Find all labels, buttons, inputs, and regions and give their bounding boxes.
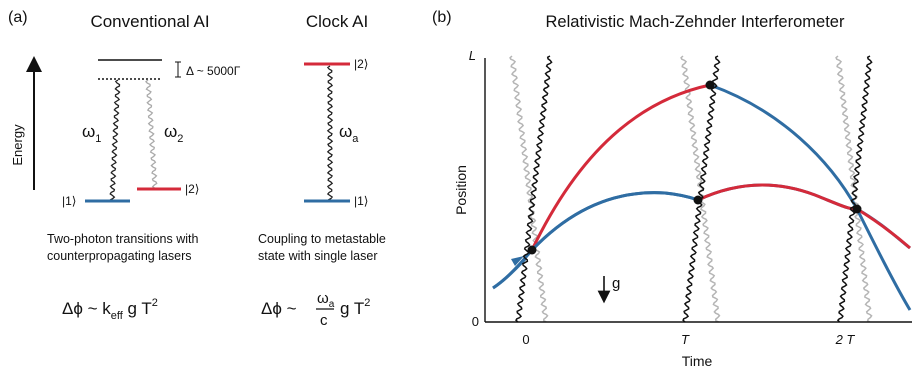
omega-a-label: ωa bbox=[339, 122, 359, 145]
panel-a-label: (a) bbox=[8, 9, 28, 26]
gray-laser-pulse-2 bbox=[680, 55, 721, 323]
conventional-desc-line2: counterpropagating lasers bbox=[47, 249, 192, 263]
clock-frac-numerator: ωa bbox=[317, 290, 335, 310]
conventional-level1-label: |1⟩ bbox=[62, 194, 76, 208]
x-axis-label: Time bbox=[682, 353, 713, 369]
incoming-trajectory bbox=[492, 256, 528, 290]
clock-level1-label: |1⟩ bbox=[354, 194, 368, 208]
clock-frac-denominator: c bbox=[320, 312, 328, 329]
conventional-ai-title: Conventional AI bbox=[90, 12, 209, 31]
clock-level2-label: |2⟩ bbox=[354, 57, 368, 71]
beam-splitter-point-1 bbox=[527, 245, 537, 255]
x-tick-T: T bbox=[681, 332, 690, 347]
panel-b-title: Relativistic Mach-Zehnder Interferometer bbox=[546, 13, 845, 31]
gravity-label: g bbox=[612, 275, 620, 292]
conventional-level2-label: |2⟩ bbox=[185, 182, 199, 196]
omega1-label: ω1 bbox=[82, 122, 101, 145]
detuning-label: Δ ~ 5000Γ bbox=[186, 64, 241, 78]
y-top-label: L bbox=[469, 48, 476, 63]
clock-desc-line2: state with single laser bbox=[258, 249, 378, 263]
conventional-phase-formula: Δϕ ~ keff g T2 bbox=[62, 297, 158, 322]
panel-a: (a) Conventional AI Energy Δ ~ 5000Γ ω1 … bbox=[8, 9, 386, 329]
energy-axis-label: Energy bbox=[10, 124, 25, 166]
clock-desc-line1: Coupling to metastable bbox=[258, 232, 386, 246]
omega2-label: ω2 bbox=[164, 122, 183, 145]
black-laser-pulses bbox=[515, 55, 873, 323]
blue-trajectory-mid bbox=[530, 191, 699, 252]
detuning-bracket bbox=[175, 61, 181, 78]
gray-laser-pulse-1 bbox=[509, 55, 549, 323]
blue-trajectory-return bbox=[709, 83, 912, 311]
red-trajectory-lower bbox=[697, 183, 911, 250]
panel-b: (b) Relativistic Mach-Zehnder Interferom… bbox=[432, 9, 912, 369]
incoming-arrowhead bbox=[511, 256, 524, 266]
omega2-photon-wave bbox=[145, 79, 158, 189]
x-tick-0: 0 bbox=[522, 332, 529, 347]
panel-b-label: (b) bbox=[432, 9, 452, 26]
clock-phase-formula: Δϕ ~ ωa c g T2 bbox=[261, 290, 370, 329]
mirror-point-upper bbox=[705, 80, 715, 90]
beam-splitter-point-2 bbox=[852, 204, 862, 214]
black-laser-pulse-3 bbox=[836, 55, 873, 323]
conventional-desc-line1: Two-photon transitions with bbox=[47, 232, 199, 246]
clock-phase-suffix: g T2 bbox=[340, 297, 370, 318]
y-axis-label: Position bbox=[453, 165, 469, 215]
black-laser-pulse-1 bbox=[515, 55, 553, 323]
clock-phase-prefix: Δϕ ~ bbox=[261, 299, 297, 318]
red-trajectory-upper bbox=[530, 83, 711, 251]
clock-ai-title: Clock AI bbox=[306, 12, 368, 31]
x-tick-2T: 2 T bbox=[835, 332, 856, 347]
omega1-photon-wave bbox=[109, 79, 121, 201]
y-bottom-label: 0 bbox=[472, 314, 479, 329]
black-laser-pulse-2 bbox=[682, 55, 721, 323]
clock-photon-wave bbox=[326, 65, 334, 201]
mirror-point-lower bbox=[693, 195, 703, 205]
